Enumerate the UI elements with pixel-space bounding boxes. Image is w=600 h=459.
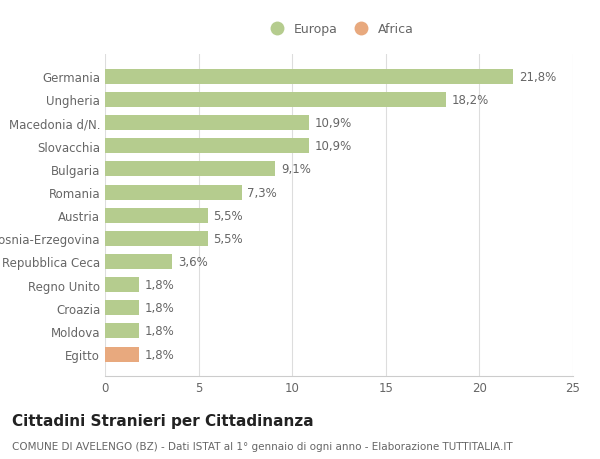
Text: 21,8%: 21,8% <box>519 71 556 84</box>
Text: 1,8%: 1,8% <box>145 348 174 361</box>
Bar <box>105 278 139 292</box>
Text: 18,2%: 18,2% <box>451 94 488 107</box>
Bar <box>105 347 139 362</box>
Legend: Europa, Africa: Europa, Africa <box>260 20 418 40</box>
Text: 7,3%: 7,3% <box>247 186 277 199</box>
Bar <box>105 231 208 246</box>
Text: Cittadini Stranieri per Cittadinanza: Cittadini Stranieri per Cittadinanza <box>12 413 314 428</box>
Text: 1,8%: 1,8% <box>145 279 174 291</box>
Bar <box>105 116 309 131</box>
Text: 3,6%: 3,6% <box>178 255 208 269</box>
Bar <box>105 324 139 339</box>
Text: 5,5%: 5,5% <box>214 209 243 222</box>
Bar <box>105 139 309 154</box>
Bar <box>105 301 139 316</box>
Bar <box>105 208 208 223</box>
Bar <box>105 93 446 108</box>
Bar <box>105 162 275 177</box>
Text: 1,8%: 1,8% <box>145 325 174 338</box>
Bar <box>105 254 172 269</box>
Text: COMUNE DI AVELENGO (BZ) - Dati ISTAT al 1° gennaio di ogni anno - Elaborazione T: COMUNE DI AVELENGO (BZ) - Dati ISTAT al … <box>12 441 512 451</box>
Bar <box>105 70 513 85</box>
Text: 1,8%: 1,8% <box>145 302 174 314</box>
Text: 10,9%: 10,9% <box>314 117 352 130</box>
Text: 9,1%: 9,1% <box>281 163 311 176</box>
Text: 10,9%: 10,9% <box>314 140 352 153</box>
Text: 5,5%: 5,5% <box>214 232 243 245</box>
Bar <box>105 185 242 200</box>
